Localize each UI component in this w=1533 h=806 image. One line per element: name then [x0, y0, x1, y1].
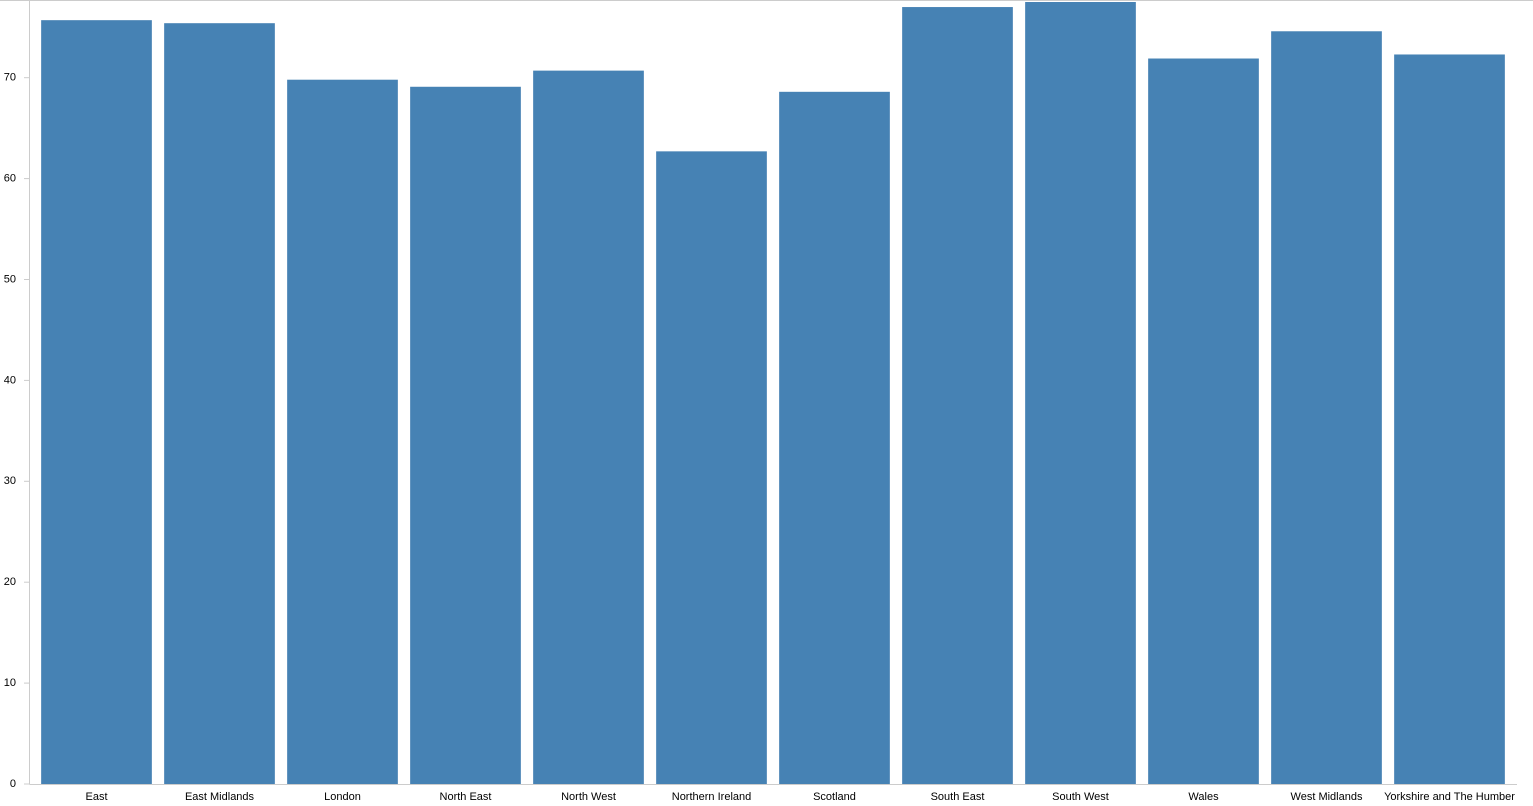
x-tick-label: London — [324, 791, 361, 803]
y-tick-label: 40 — [4, 374, 16, 386]
bar — [1271, 31, 1382, 784]
x-tick-label: South East — [931, 791, 985, 803]
x-tick-label: Scotland — [813, 791, 856, 803]
bar — [41, 20, 152, 785]
bar — [1025, 2, 1136, 784]
bar — [533, 70, 644, 784]
bar — [902, 7, 1013, 784]
y-tick-label: 30 — [4, 475, 16, 487]
bar — [164, 23, 275, 785]
bar — [287, 79, 398, 784]
bar — [410, 86, 521, 785]
x-tick-label: West Midlands — [1291, 791, 1363, 803]
x-tick-label: North East — [440, 791, 492, 803]
y-tick-label: 50 — [4, 273, 16, 285]
y-tick-label: 70 — [4, 72, 16, 84]
x-tick-label: South West — [1052, 791, 1109, 803]
bar — [656, 151, 767, 785]
y-tick-label: 0 — [10, 778, 16, 790]
x-tick-label: Northern Ireland — [672, 791, 752, 803]
x-tick-label: Wales — [1188, 791, 1219, 803]
x-tick-label: Yorkshire and The Humber — [1384, 791, 1515, 803]
y-tick-label: 60 — [4, 172, 16, 184]
bar — [1148, 58, 1259, 785]
y-tick-label: 10 — [4, 677, 16, 689]
bar — [1394, 54, 1505, 785]
y-tick-label: 20 — [4, 576, 16, 588]
bar — [779, 91, 890, 784]
x-tick-label: North West — [561, 791, 616, 803]
x-tick-label: East Midlands — [185, 791, 255, 803]
x-tick-label: East — [85, 791, 107, 803]
